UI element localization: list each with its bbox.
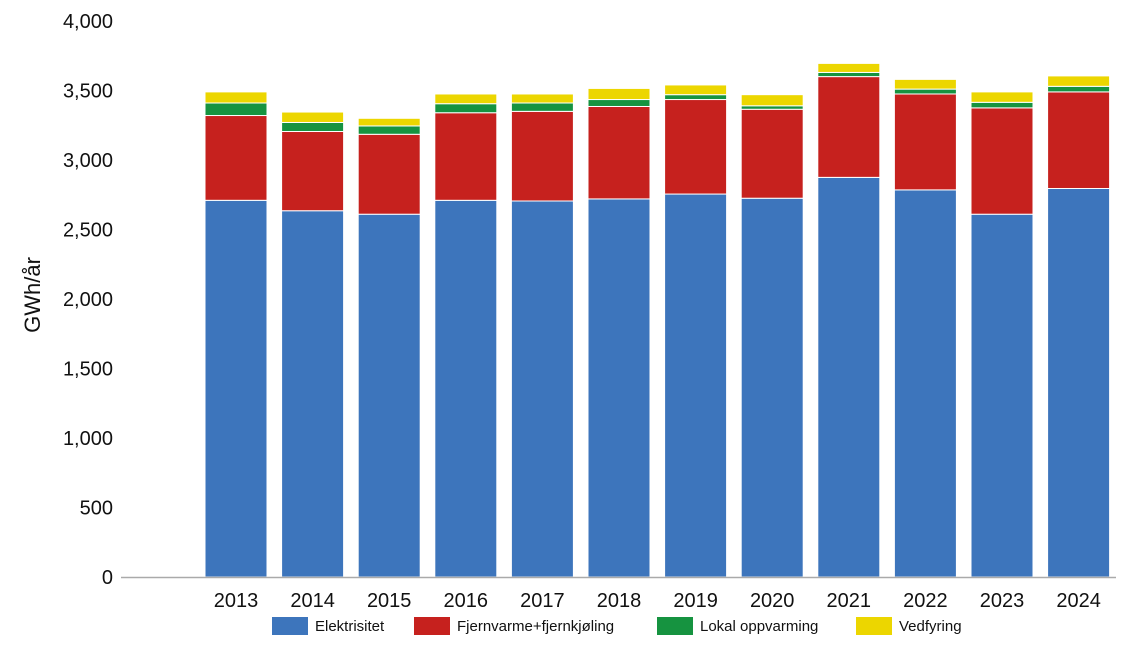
bar-segment-2014-s2 [281,121,345,133]
bar-segment-2018-s3 [587,87,651,101]
y-tick-label: 2,000 [63,289,113,311]
legend-label: Vedfyring [899,617,962,635]
x-tick-label: 2013 [214,590,259,612]
bar-segment-2021-s1 [817,76,881,178]
legend-item-1: Fjernvarme+fjernkjøling [414,616,614,636]
bar-segment-2017-s3 [510,93,574,104]
y-tick-label: 3,500 [63,81,113,103]
y-tick-label: 3,000 [63,150,113,172]
legend-item-0: Elektrisitet [272,616,384,636]
bar-segment-2021-s3 [817,62,881,73]
y-tick-label: 0 [102,567,113,589]
bar-segment-2015-s3 [357,117,421,127]
x-tick-label: 2014 [290,590,335,612]
x-axis-tick-labels: 2013 2014 2015 2016 2017 2018 2019 2020 2021 2022… [214,590,1101,612]
bar-segment-2019-s3 [664,84,728,96]
bar-segment-2013-s2 [204,102,268,117]
bar-segment-2024-s0 [1047,187,1111,578]
legend: Elektrisitet Fjernvarme+fjernkjøling Lokal… [0,612,1134,638]
x-tick-label: 2018 [597,590,642,612]
bar-segment-2014-s0 [281,210,345,578]
bar-segment-2024-s3 [1047,75,1111,87]
x-tick-label: 2020 [750,590,795,612]
legend-swatch [414,617,450,635]
bar-segment-2014-s3 [281,111,345,123]
y-tick-label: 4,000 [63,11,113,33]
x-tick-label: 2019 [673,590,718,612]
bar-segment-2013-s1 [204,115,268,201]
bar-segment-2023-s1 [970,107,1034,215]
bar-segment-2019-s1 [664,99,728,195]
bar-segment-2019-s2 [664,94,728,101]
bar-segment-2016-s0 [434,199,498,578]
bar-segment-2018-s2 [587,99,651,107]
legend-swatch [856,617,892,635]
bar-segment-2024-s2 [1047,85,1111,93]
bar-segment-2015-s1 [357,133,421,215]
bar-segment-2017-s1 [510,110,574,202]
bar-segment-2015-s0 [357,213,421,578]
bars [204,62,1111,578]
bar-segment-2022-s1 [893,93,957,191]
x-tick-label: 2016 [444,590,489,612]
bar-segment-2017-s2 [510,102,574,112]
x-tick-label: 2017 [520,590,565,612]
bar-segment-2022-s2 [893,88,957,95]
bar-segment-2013-s3 [204,91,268,104]
x-tick-label: 2015 [367,590,412,612]
bar-segment-2020-s3 [740,94,804,107]
bar-segment-2021-s2 [817,71,881,78]
y-axis-title: GWh/år [20,257,45,333]
bar-segment-2018-s0 [587,198,651,578]
bar-segment-2014-s1 [281,131,345,212]
bar-segment-2020-s0 [740,197,804,578]
legend-label: Lokal oppvarming [700,617,819,635]
x-tick-label: 2022 [903,590,948,612]
y-tick-label: 1,000 [63,428,113,450]
bar-segment-2020-s2 [740,105,804,110]
stacked-bar-chart: GWh/år 0 500 1,000 1,500 2,000 2,500 3,000 3,50… [20,11,1116,612]
legend-item-2: Lokal oppvarming [657,616,818,636]
bar-segment-2024-s1 [1047,91,1111,189]
bar-segment-2017-s0 [510,200,574,578]
bar-segment-2015-s2 [357,125,421,135]
legend-label: Fjernvarme+fjernkjøling [457,617,615,635]
y-axis-tick-labels: 0 500 1,000 1,500 2,000 2,500 3,000 3,500 4,000 [63,11,113,589]
y-tick-label: 2,500 [63,220,113,242]
bar-segment-2020-s1 [740,108,804,199]
y-tick-label: 500 [80,498,113,520]
bar-segment-2016-s1 [434,112,498,201]
bar-segment-2013-s0 [204,199,268,578]
x-tick-label: 2021 [827,590,872,612]
legend-label: Elektrisitet [315,617,385,635]
bar-segment-2023-s0 [970,213,1034,578]
bar-segment-2023-s2 [970,101,1034,109]
legend-swatch [272,617,308,635]
bar-segment-2023-s3 [970,91,1034,103]
legend-swatch [657,617,693,635]
bar-segment-2019-s0 [664,193,728,578]
bar-segment-2018-s1 [587,105,651,200]
x-tick-label: 2023 [980,590,1025,612]
legend-item-3: Vedfyring [856,616,962,636]
bar-segment-2022-s0 [893,189,957,578]
x-tick-label: 2024 [1056,590,1101,612]
bar-segment-2016-s3 [434,93,498,105]
bar-segment-2021-s0 [817,176,881,578]
y-tick-label: 1,500 [63,359,113,381]
bar-segment-2016-s2 [434,103,498,114]
bar-segment-2022-s3 [893,78,957,90]
